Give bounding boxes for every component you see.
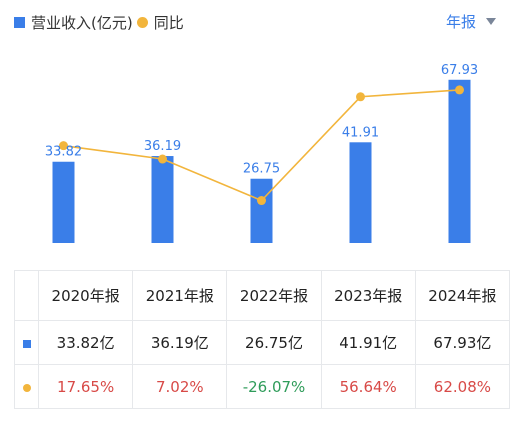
revenue-data-label: 33.82	[45, 145, 82, 160]
revenue-chart-svg: 33.82 36.19 26.75 41.91 67.93	[45, 63, 478, 244]
table-header-cell: 2022年报	[226, 270, 322, 321]
table-cell: 17.65%	[38, 364, 134, 409]
period-selector[interactable]: 年报	[446, 11, 496, 32]
revenue-bar	[151, 156, 174, 243]
yoy-legend-label: 同比	[153, 14, 184, 32]
yoy-point	[455, 85, 464, 95]
yoy-point	[59, 141, 68, 151]
table-header-cell: 2020年报	[38, 270, 134, 321]
table-cell: -26.07%	[226, 364, 322, 409]
table-corner-cell	[13, 270, 40, 321]
table-cell: 36.19亿	[132, 320, 228, 365]
table-cell: 41.91亿	[320, 320, 416, 365]
yoy-dot-icon	[22, 383, 31, 392]
revenue-legend-label: 营业收入(亿元)	[31, 14, 133, 32]
table-row-revenue: 33.82亿 36.19亿 26.75亿 41.91亿 67.93亿	[13, 320, 511, 365]
table-cell: 33.82亿	[38, 320, 134, 365]
revenue-row-marker	[13, 320, 40, 365]
revenue-bar	[52, 161, 75, 243]
revenue-table: 2020年报 2021年报 2022年报 2023年报 2024年报 33.82…	[13, 270, 511, 409]
yoy-point	[158, 154, 167, 164]
yoy-point	[257, 196, 266, 206]
caret-down-icon	[486, 18, 496, 25]
period-selector-label: 年报	[445, 13, 476, 31]
revenue-data-label: 36.19	[144, 139, 181, 154]
revenue-bar	[349, 142, 372, 243]
table-header-cell: 2021年报	[132, 270, 228, 321]
revenue-data-label: 26.75	[243, 162, 280, 177]
table-row-yoy: 17.65% 7.02% -26.07% 56.64% 62.08%	[13, 364, 511, 409]
table-cell: 56.64%	[320, 364, 416, 409]
revenue-chart: 33.82 36.19 26.75 41.91 67.93	[0, 40, 524, 255]
table-cell: 7.02%	[132, 364, 228, 409]
table-header-cell: 2023年报	[320, 270, 416, 321]
table-header-row: 2020年报 2021年报 2022年报 2023年报 2024年报	[13, 270, 511, 321]
yoy-point	[356, 92, 365, 102]
table-cell: 67.93亿	[414, 320, 511, 365]
table-cell: 26.75亿	[226, 320, 322, 365]
revenue-bar	[250, 178, 273, 243]
chart-legend: 营业收入(亿元) 同比	[14, 12, 184, 33]
revenue-bar	[448, 79, 471, 244]
yoy-legend-dot-icon	[136, 17, 148, 28]
table-header-cell: 2024年报	[414, 270, 511, 321]
revenue-data-label: 41.91	[342, 125, 379, 140]
yoy-row-marker	[13, 364, 40, 409]
revenue-legend-square-icon	[14, 17, 25, 28]
revenue-square-icon	[22, 339, 31, 348]
table-cell: 62.08%	[414, 364, 511, 409]
revenue-data-label: 67.93	[441, 63, 478, 78]
